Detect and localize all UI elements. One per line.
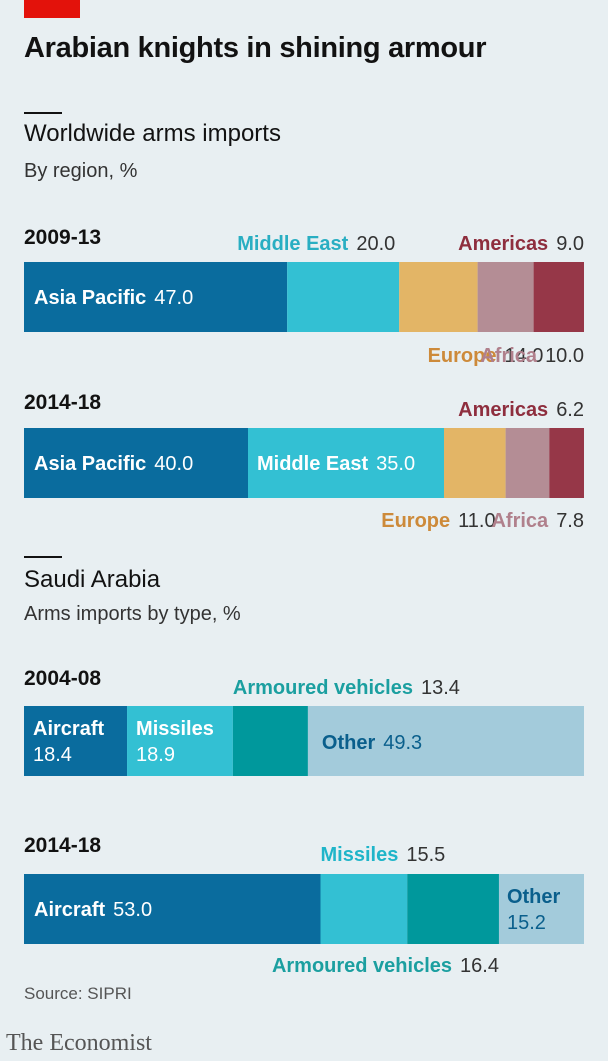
data-label: Armoured vehicles 16.4: [272, 955, 499, 977]
bar-segment: [24, 428, 248, 498]
data-label: Aircraft: [33, 718, 104, 740]
economist-logo: The Economist: [6, 1030, 152, 1056]
bar-segment: [307, 706, 584, 776]
bar-segment: [477, 262, 534, 332]
bar-segment: [549, 428, 584, 498]
bar-segment: [24, 262, 288, 332]
data-label: Middle East 20.0: [237, 233, 395, 255]
source-note: Source: SIPRI: [24, 984, 132, 1003]
brand-red-tag: [24, 0, 80, 18]
data-label: Aircraft 53.0: [34, 899, 152, 921]
period-label: 2009-13: [24, 226, 102, 249]
bar-segment: [127, 706, 233, 776]
bar-segment: [399, 262, 478, 332]
data-label: Americas 9.0: [458, 233, 584, 255]
data-label: Other: [507, 886, 561, 908]
data-label: Europe 14.0: [428, 345, 544, 367]
section-rule: [24, 112, 62, 114]
data-label: Europe 11.0: [381, 510, 495, 532]
chart-subtitle-worldwide: By region, %: [24, 160, 138, 182]
bar-segment: [232, 706, 308, 776]
data-label: 18.4: [33, 744, 72, 766]
data-label: Americas 6.2: [458, 399, 584, 421]
bar-segment: [533, 262, 584, 332]
data-label: Other 49.3: [322, 732, 422, 754]
data-label: Middle East 35.0: [257, 453, 415, 475]
data-label: Missiles: [136, 718, 214, 740]
data-label: Africa 10.0: [480, 345, 584, 367]
chart-title-worldwide: Worldwide arms imports: [24, 120, 281, 147]
bar-segment: [407, 874, 499, 944]
bar-segment: [320, 874, 408, 944]
chart-title-saudi: Saudi Arabia: [24, 566, 161, 593]
period-label: 2004-08: [24, 667, 102, 690]
bar-segment: [248, 428, 444, 498]
bar-segment: [505, 428, 550, 498]
data-label: 15.2: [507, 912, 546, 934]
data-label: Armoured vehicles 13.4: [233, 677, 460, 699]
data-label: Missiles 15.5: [321, 844, 446, 866]
data-label: Africa 7.8: [491, 510, 584, 532]
chart-subtitle-saudi: Arms imports by type, %: [24, 603, 241, 625]
bar-segment: [287, 262, 400, 332]
period-label: 2014-18: [24, 391, 102, 414]
bar-segment: [24, 706, 128, 776]
bar-segment: [444, 428, 506, 498]
bar-segment: [24, 874, 321, 944]
data-label: Asia Pacific 47.0: [34, 287, 193, 309]
data-label: Asia Pacific 40.0: [34, 453, 193, 475]
section-rule: [24, 556, 62, 558]
headline: Arabian knights in shining armour: [24, 32, 487, 64]
bar-segment: [498, 874, 584, 944]
period-label: 2014-18: [24, 834, 102, 857]
data-label: 18.9: [136, 744, 175, 766]
